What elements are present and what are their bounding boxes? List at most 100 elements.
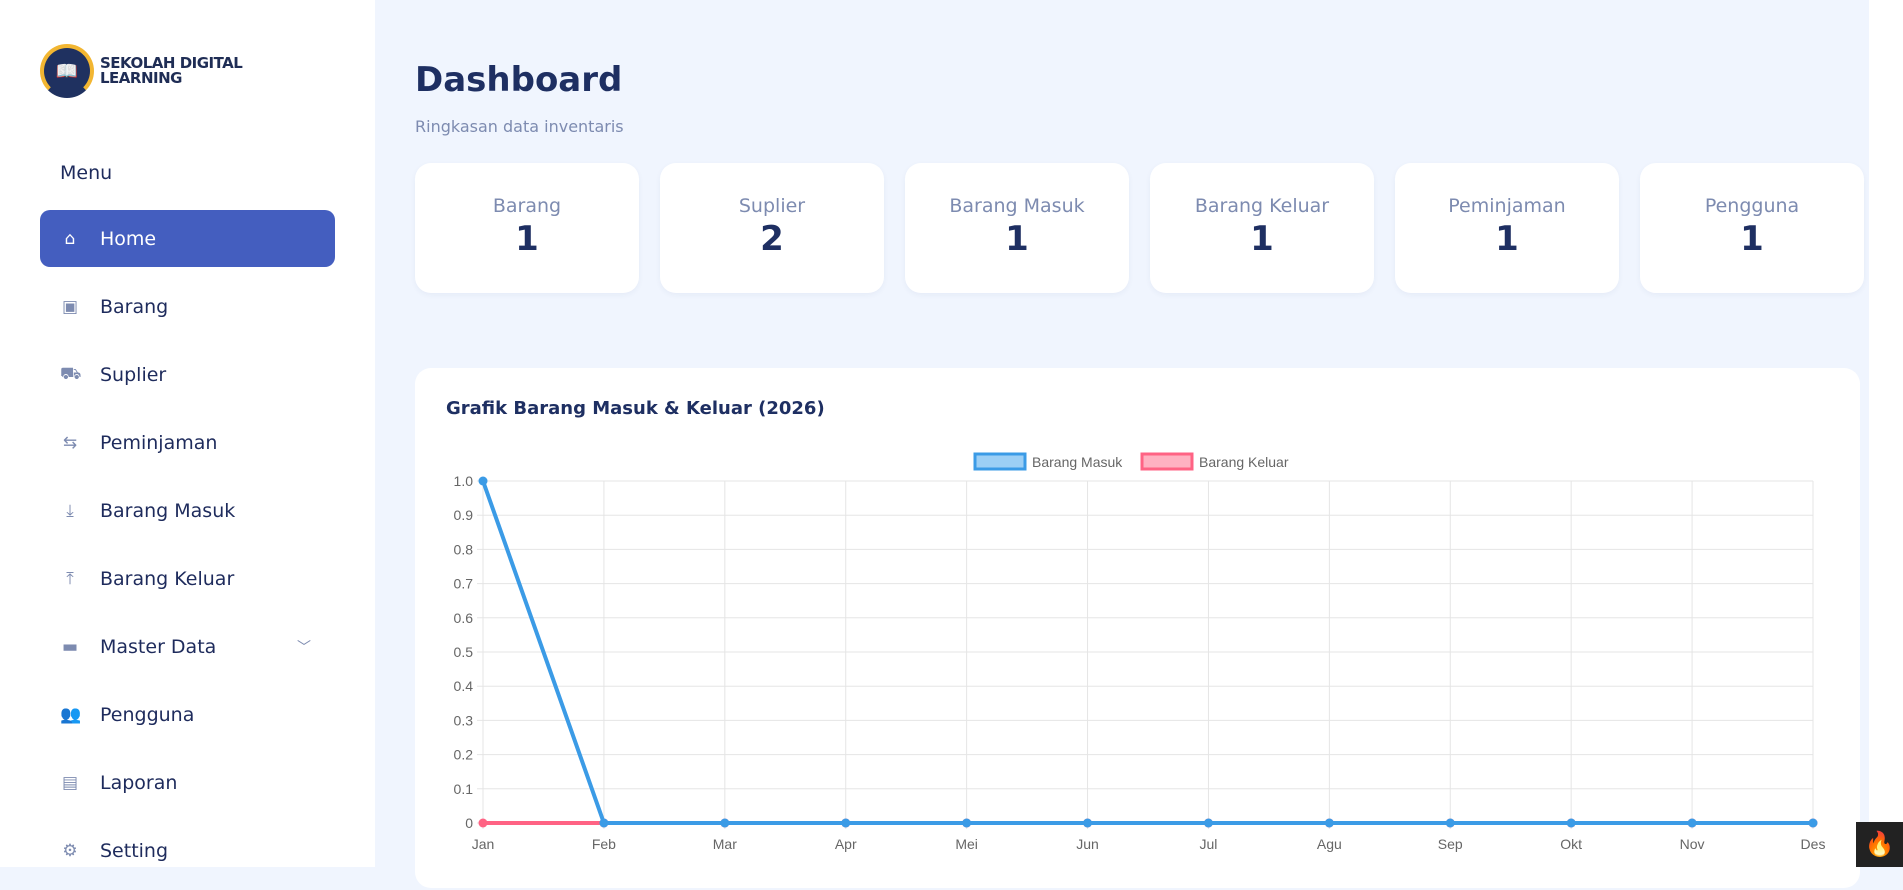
legend-swatch[interactable] bbox=[1140, 452, 1194, 471]
data-point[interactable] bbox=[599, 818, 609, 828]
stat-card: Peminjaman 1 bbox=[1395, 163, 1619, 293]
box-icon: ▣ bbox=[61, 296, 79, 317]
x-tick-label: Nov bbox=[1680, 836, 1705, 852]
logo-line1: SEKOLAH DIGITAL bbox=[100, 54, 243, 72]
chart-card: Grafik Barang Masuk & Keluar (2026) 0 0.1… bbox=[415, 368, 1860, 888]
sidebar-item-label: Barang Masuk bbox=[100, 499, 236, 522]
series-line-0 bbox=[481, 480, 1813, 825]
sidebar-item-suplier[interactable]: ⛟ Suplier bbox=[40, 346, 335, 403]
stat-value: 1 bbox=[1740, 219, 1764, 259]
download-icon: ⤓ bbox=[66, 500, 74, 521]
data-point[interactable] bbox=[1566, 818, 1576, 828]
sidebar-item-setting[interactable]: ⚙ Setting bbox=[40, 822, 335, 879]
sidebar-item-label: Barang bbox=[100, 295, 169, 318]
sidebar-item-home[interactable]: ⌂ Home bbox=[40, 210, 335, 267]
data-point[interactable] bbox=[1083, 818, 1093, 828]
sidebar-item-label: Setting bbox=[100, 839, 169, 862]
x-tick-label: Jul bbox=[1200, 836, 1218, 852]
y-tick-label: 0.2 bbox=[454, 747, 474, 763]
menu-label: Menu bbox=[60, 162, 113, 184]
x-tick-label: Okt bbox=[1560, 836, 1582, 852]
stat-label: Barang Keluar bbox=[1194, 195, 1330, 217]
sidebar-nav: ⌂ Home ▣ Barang ⛟ Suplier ⇆ Peminjaman ⤓ Barang M… bbox=[40, 210, 335, 890]
stat-card: Pengguna 1 bbox=[1640, 163, 1864, 293]
logo-line2: LEARNING bbox=[100, 69, 182, 87]
x-tick-label: Des bbox=[1801, 836, 1826, 852]
x-tick-label: Mar bbox=[713, 836, 737, 852]
y-tick-label: 0.3 bbox=[454, 712, 474, 728]
legend-label[interactable]: Barang Masuk bbox=[1032, 454, 1123, 470]
y-tick-label: 0.6 bbox=[454, 610, 474, 626]
logo-emblem-icon: 📖 bbox=[40, 44, 94, 98]
data-point[interactable] bbox=[841, 818, 851, 828]
sidebar-item-barang-keluar[interactable]: ⤒ Barang Keluar bbox=[40, 550, 335, 607]
stat-label: Peminjaman bbox=[1448, 195, 1566, 217]
stat-value: 2 bbox=[760, 219, 784, 259]
legend-label[interactable]: Barang Keluar bbox=[1199, 454, 1289, 470]
sidebar-item-label: Peminjaman bbox=[100, 431, 218, 454]
x-tick-label: Sep bbox=[1438, 836, 1463, 852]
data-point[interactable] bbox=[1808, 818, 1818, 828]
sidebar-item-barang-masuk[interactable]: ⤓ Barang Masuk bbox=[40, 482, 335, 539]
stats-row: Barang 1 Suplier 2 Barang Masuk 1 Barang Kelua… bbox=[415, 163, 1864, 293]
page-title: Dashboard bbox=[415, 60, 623, 100]
data-point[interactable] bbox=[478, 818, 488, 828]
sidebar-item-barang[interactable]: ▣ Barang bbox=[40, 278, 335, 335]
stat-value: 1 bbox=[1495, 219, 1519, 259]
data-point[interactable] bbox=[478, 476, 488, 486]
sidebar-item-pengguna[interactable]: 👥 Pengguna bbox=[40, 686, 335, 743]
data-point[interactable] bbox=[1445, 818, 1455, 828]
sidebar-item-label: Master Data bbox=[100, 635, 217, 658]
x-tick-label: Agu bbox=[1317, 836, 1342, 852]
sidebar-item-label: Home bbox=[100, 227, 157, 250]
line-chart: 0 0.1 0.2 0.3 0.4 0.5 0.6 0.7 0.8 0.9 1.0 Jan Feb Mar… bbox=[454, 452, 1826, 852]
scrollbar[interactable] bbox=[1869, 0, 1903, 867]
data-point[interactable] bbox=[962, 818, 972, 828]
sidebar-item-label: Laporan bbox=[100, 771, 178, 794]
y-tick-label: 0.5 bbox=[454, 644, 474, 660]
x-tick-label: Jun bbox=[1076, 836, 1099, 852]
x-tick-label: Jan bbox=[472, 836, 495, 852]
stat-label: Barang Masuk bbox=[949, 195, 1085, 217]
sidebar-item-label: Barang Keluar bbox=[100, 567, 235, 590]
debug-toolbar-flame-icon[interactable]: 🔥 bbox=[1856, 822, 1903, 867]
chevron-down-icon[interactable]: ﹀ bbox=[297, 639, 311, 656]
stat-card: Barang Keluar 1 bbox=[1150, 163, 1374, 293]
page-subtitle: Ringkasan data inventaris bbox=[415, 117, 624, 136]
gear-icon: ⚙ bbox=[62, 840, 78, 861]
stat-card: Barang 1 bbox=[415, 163, 639, 293]
upload-icon: ⤒ bbox=[66, 568, 74, 589]
data-point[interactable] bbox=[1324, 818, 1334, 828]
data-point[interactable] bbox=[720, 818, 730, 828]
x-tick-label: Apr bbox=[835, 836, 857, 852]
sidebar-item-peminjaman[interactable]: ⇆ Peminjaman bbox=[40, 414, 335, 471]
y-tick-label: 0.7 bbox=[454, 576, 474, 592]
y-tick-label: 0 bbox=[465, 815, 473, 831]
y-tick-label: 0.8 bbox=[454, 541, 474, 557]
data-point[interactable] bbox=[1203, 818, 1213, 828]
stat-label: Pengguna bbox=[1704, 195, 1800, 217]
sidebar-item-master-data[interactable]: ▬ Master Data ﹀ bbox=[40, 618, 335, 675]
stat-label: Suplier bbox=[738, 195, 806, 217]
home-icon: ⌂ bbox=[64, 228, 76, 249]
stat-label: Barang bbox=[492, 195, 562, 217]
x-tick-label: Mei bbox=[955, 836, 978, 852]
logo[interactable]: 📖 SEKOLAH DIGITAL LEARNING bbox=[40, 44, 243, 98]
stat-value: 1 bbox=[515, 219, 539, 259]
stat-value: 1 bbox=[1005, 219, 1029, 259]
truck-icon: ⛟ bbox=[60, 363, 82, 384]
data-point[interactable] bbox=[1687, 818, 1697, 828]
stat-card: Barang Masuk 1 bbox=[905, 163, 1129, 293]
stat-card: Suplier 2 bbox=[660, 163, 884, 293]
sidebar-item-label: Pengguna bbox=[100, 703, 195, 726]
y-tick-label: 1.0 bbox=[454, 473, 474, 489]
report-icon: ▤ bbox=[61, 772, 79, 793]
x-tick-label: Feb bbox=[592, 836, 616, 852]
y-tick-label: 0.9 bbox=[454, 507, 474, 523]
legend-swatch[interactable] bbox=[973, 452, 1027, 471]
sidebar: 📖 SEKOLAH DIGITAL LEARNING Menu ⌂ Home ▣ Bar… bbox=[0, 0, 375, 867]
sidebar-item-laporan[interactable]: ▤ Laporan bbox=[40, 754, 335, 811]
chart-title: Grafik Barang Masuk & Keluar (2026) bbox=[446, 398, 825, 419]
stat-value: 1 bbox=[1250, 219, 1274, 259]
swap-icon: ⇆ bbox=[62, 432, 78, 453]
